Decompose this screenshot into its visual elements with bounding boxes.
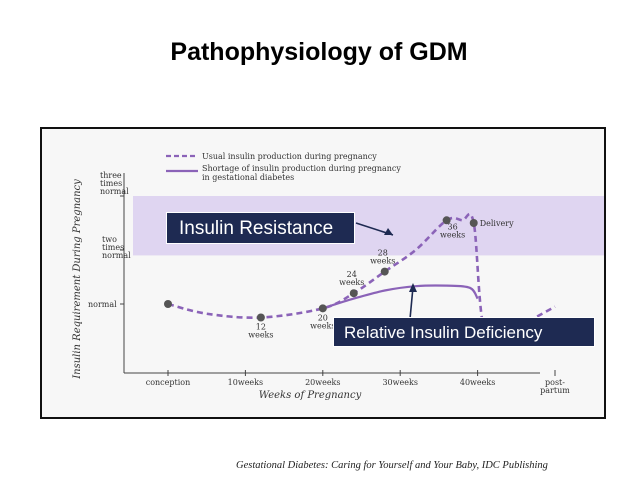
point-label-24-weeks: 24 [347,270,357,279]
point-label-28-weeks: weeks [370,257,395,266]
arrow-insulin-deficiency [409,286,414,320]
callout-relative-insulin-deficiency: Relative Insulin Deficiency [333,317,595,347]
point-label-28-weeks: 28 [378,249,388,258]
x-tick-label-20weeks: 20weeks [305,378,340,387]
legend-label-usual: Usual insulin production during pregnanc… [202,152,377,161]
point-label-36-weeks: 36 [448,222,458,231]
data-point-marker [164,300,172,308]
data-point-marker [442,216,451,225]
x-tick-label-post-partum: partum [540,386,570,395]
y-axis-label: Insulin Requirement During Pregnancy [72,179,83,380]
point-label-20-weeks: 20 [318,313,328,322]
series-insulin-shortage-gdm [322,284,479,310]
point-label-12-weeks: 12 [256,323,266,332]
data-point-marker [256,313,265,322]
data-point-marker [380,267,389,276]
x-axis-label: Weeks of Pregnancy [259,390,362,401]
data-point-marker [469,219,478,227]
legend-label-shortage: in gestational diabetes [202,173,294,182]
callout-insulin-resistance: Insulin Resistance [166,212,355,244]
source-caption: Gestational Diabetes: Caring for Yoursel… [236,460,548,471]
point-label-20-weeks: weeks [310,321,335,330]
y-tick-label-two-times: times [102,243,124,252]
y-tick-label-normal: normal [88,300,117,309]
y-tick-label-three-times: three [100,171,122,180]
x-tick-label-10weeks: 10weeks [228,378,263,387]
x-tick-label-30weeks: 30weeks [382,378,417,387]
point-label-delivery: Delivery [480,219,514,228]
y-tick-label-three-times: normal [100,187,129,196]
gdm-chart: normaltwotimesnormalthreetimesnormalInsu… [42,129,604,417]
point-label-36-weeks: weeks [440,230,465,239]
arrowhead-insulin-deficiency [409,283,417,292]
slide-title: Pathophysiology of GDM [170,38,468,66]
point-label-12-weeks: weeks [248,331,273,340]
y-tick-label-three-times: times [100,179,122,188]
y-tick-label-two-times: two [102,235,117,244]
data-point-marker [349,289,358,298]
arrowhead-insulin-resistance [384,228,393,235]
data-point-marker [318,304,327,313]
point-label-24-weeks: weeks [339,278,364,287]
y-tick-label-two-times: normal [102,251,131,260]
x-tick-label-40weeks: 40weeks [460,378,495,387]
x-tick-label-post-partum: post- [545,378,565,387]
chart-paper [42,129,604,417]
x-tick-label-conception: conception [146,378,191,387]
figure-frame: normal two times normal three times normal Insu… [40,127,606,419]
legend-label-shortage: Shortage of insulin production during pr… [202,164,401,173]
